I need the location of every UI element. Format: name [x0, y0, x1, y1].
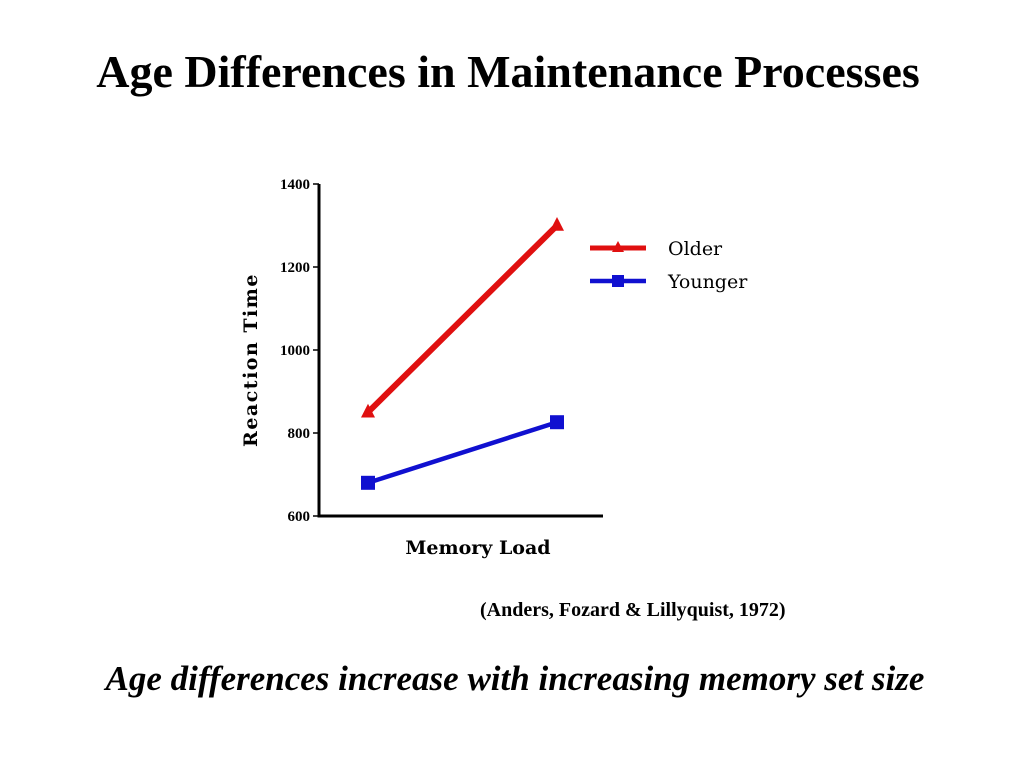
legend-label-older: Older [668, 238, 723, 260]
y-tick-label: 800 [288, 426, 311, 442]
data-point-younger [550, 415, 564, 430]
data-point-younger [361, 475, 375, 490]
y-axis-label: Reaction Time [240, 273, 262, 447]
series-group [361, 217, 564, 490]
data-point-older [361, 403, 375, 418]
legend: Older Younger [590, 238, 748, 293]
y-tick-label: 1000 [280, 343, 310, 359]
legend-marker-older [612, 241, 624, 252]
x-axis-label: Memory Load [405, 537, 550, 559]
series-younger [361, 415, 564, 490]
series-line-younger [365, 419, 560, 486]
y-axis: 600 800 1000 1200 1400 [280, 177, 321, 525]
y-tick-label: 1400 [280, 177, 310, 193]
citation: (Anders, Fozard & Lillyquist, 1972) [480, 599, 786, 621]
series-older [361, 217, 564, 418]
slide-title: Age Differences in Maintenance Processes [96, 46, 920, 97]
legend-label-younger: Younger [667, 271, 748, 293]
data-point-older [550, 217, 564, 231]
y-tick-label: 1200 [280, 260, 310, 276]
legend-item-younger: Younger [590, 271, 748, 293]
legend-marker-younger [612, 275, 624, 287]
series-line-older [365, 222, 560, 416]
caption: Age differences increase with increasing… [105, 659, 925, 698]
y-tick-label: 600 [288, 509, 311, 525]
legend-item-older: Older [590, 238, 723, 260]
